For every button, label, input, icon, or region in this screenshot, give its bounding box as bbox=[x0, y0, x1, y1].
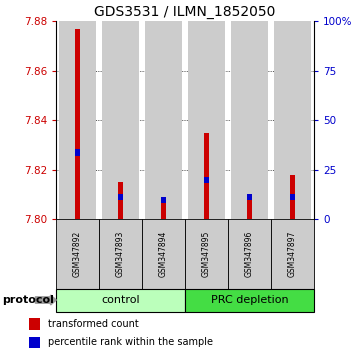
Text: GSM347895: GSM347895 bbox=[202, 231, 211, 277]
Bar bbox=[75, 149, 80, 156]
Text: percentile rank within the sample: percentile rank within the sample bbox=[48, 337, 213, 347]
Bar bbox=[161, 196, 166, 203]
Bar bbox=[247, 194, 252, 200]
Bar bbox=[118, 182, 123, 219]
Bar bbox=[247, 195, 252, 219]
Bar bbox=[274, 21, 311, 219]
Text: transformed count: transformed count bbox=[48, 319, 138, 329]
Title: GDS3531 / ILMN_1852050: GDS3531 / ILMN_1852050 bbox=[94, 5, 276, 19]
Bar bbox=[185, 219, 228, 289]
Bar bbox=[188, 21, 225, 219]
Bar bbox=[118, 194, 123, 200]
Text: GSM347897: GSM347897 bbox=[288, 231, 297, 277]
Text: protocol: protocol bbox=[2, 295, 54, 305]
Text: PRC depletion: PRC depletion bbox=[211, 295, 288, 305]
Text: GSM347893: GSM347893 bbox=[116, 231, 125, 277]
Bar bbox=[161, 197, 166, 219]
Text: control: control bbox=[101, 295, 140, 305]
Bar bbox=[290, 175, 295, 219]
Bar bbox=[290, 194, 295, 200]
Bar bbox=[204, 177, 209, 183]
Bar bbox=[56, 219, 99, 289]
Bar bbox=[228, 219, 271, 289]
Bar bbox=[75, 29, 80, 219]
Bar bbox=[99, 219, 142, 289]
Bar bbox=[102, 21, 139, 219]
Bar bbox=[142, 219, 185, 289]
Bar bbox=[29, 319, 40, 330]
Bar bbox=[29, 337, 40, 348]
Bar bbox=[145, 21, 182, 219]
Text: GSM347892: GSM347892 bbox=[73, 231, 82, 277]
Bar bbox=[56, 289, 185, 312]
Bar bbox=[271, 219, 314, 289]
Bar bbox=[59, 21, 96, 219]
Text: GSM347894: GSM347894 bbox=[159, 231, 168, 277]
Bar bbox=[204, 133, 209, 219]
Bar bbox=[231, 21, 268, 219]
Bar bbox=[185, 289, 314, 312]
Text: GSM347896: GSM347896 bbox=[245, 231, 254, 277]
